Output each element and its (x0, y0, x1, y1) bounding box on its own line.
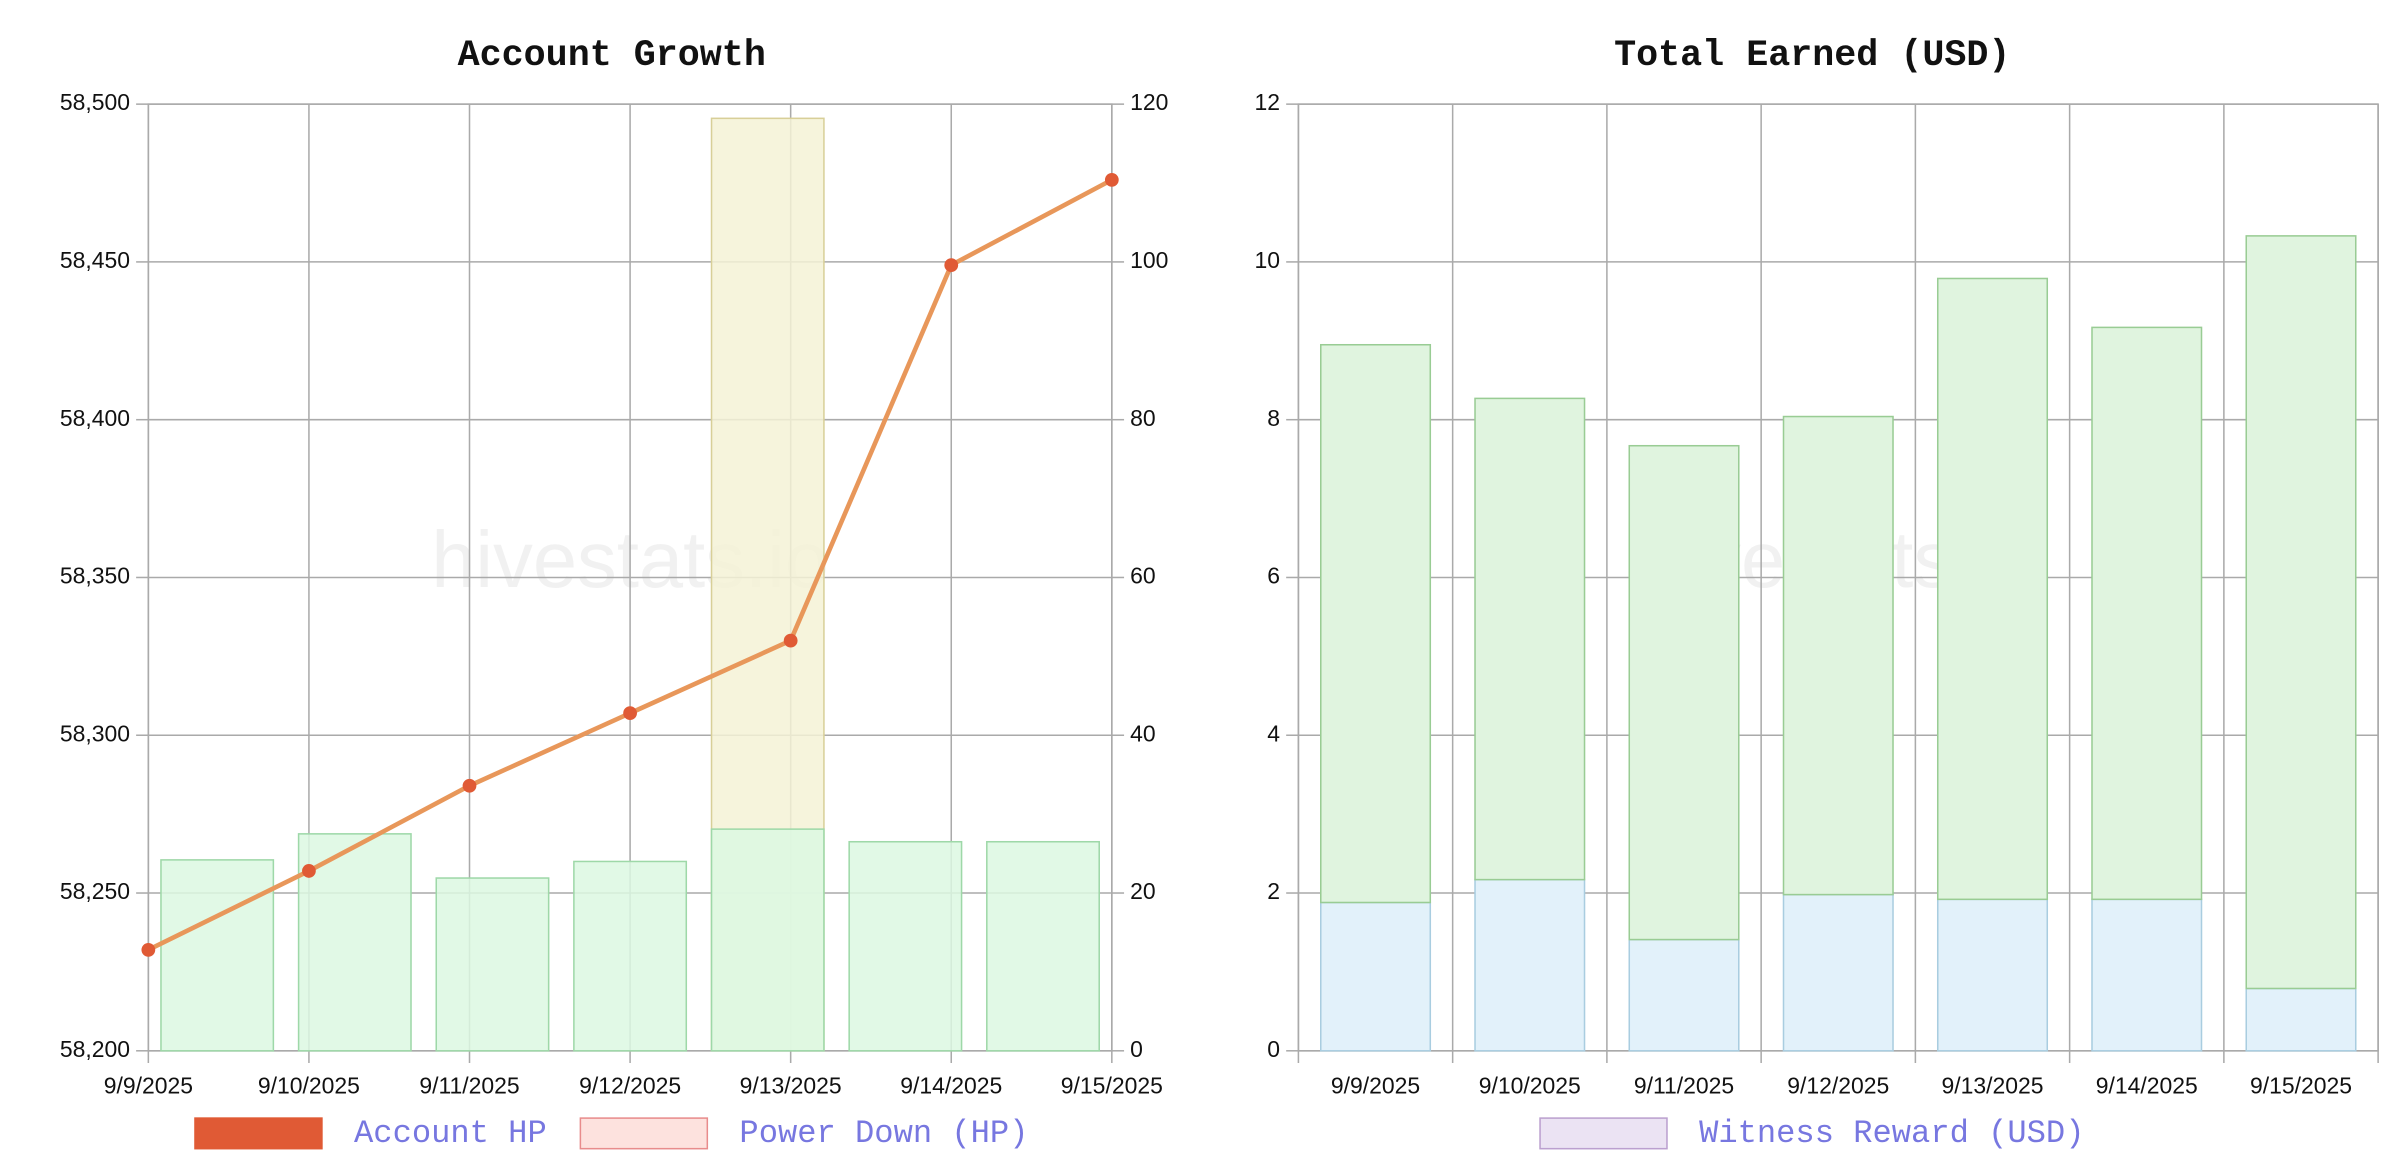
bar-segment (2245, 987, 2357, 1052)
bar-segment (1936, 898, 2049, 1052)
y-tick-label: 6 (1267, 563, 1280, 589)
bar-segment (1628, 938, 1740, 1052)
y-tick-label: 58,300 (60, 720, 130, 746)
x-tick-label: 9/9/2025 (104, 1073, 193, 1099)
bar-segment (1320, 901, 1432, 1052)
y-tick-label: 58,500 (60, 89, 130, 115)
point (141, 942, 156, 957)
y-tick-label: 58,350 (60, 563, 130, 589)
bar-segment (1320, 343, 1432, 904)
bar (848, 840, 963, 1052)
y-tick-label: 4 (1267, 720, 1280, 746)
legend: Witness Reward (USD) (1539, 1115, 2084, 1152)
x-tick-label: 9/13/2025 (1941, 1073, 2043, 1099)
chart-title: Account Growth (458, 35, 766, 77)
bar-segment (1628, 444, 1740, 941)
bar-segment (1474, 397, 1586, 881)
chart-title: Total Earned (USD) (1614, 35, 2010, 77)
bar (435, 877, 550, 1052)
y-tick-label: 58,200 (60, 1036, 130, 1062)
bar-segment (2245, 235, 2357, 990)
y-tick-label: 2 (1267, 878, 1280, 904)
x-tick-label: 9/15/2025 (1061, 1073, 1163, 1099)
x-tick-label: 9/10/2025 (258, 1073, 360, 1099)
bar-segment (1782, 415, 1894, 896)
y-tick-label: 80 (1130, 405, 1156, 431)
x-tick-label: 9/11/2025 (1634, 1073, 1734, 1099)
y-tick-label: 8 (1267, 405, 1280, 431)
point (623, 706, 637, 721)
bar-segment (2091, 898, 2203, 1052)
legend: Account HP Power Down (HP) (194, 1115, 1028, 1152)
x-tick-label: 9/13/2025 (740, 1073, 842, 1099)
y-tick-label: 0 (1130, 1036, 1143, 1062)
legend-label: Power Down (HP) (739, 1115, 1028, 1152)
x-tick-label: 9/14/2025 (2096, 1073, 2198, 1099)
legend-item: Witness Reward (USD) (1539, 1115, 2084, 1152)
legend-swatch (579, 1117, 709, 1150)
x-tick-label: 9/11/2025 (419, 1073, 519, 1099)
x-tick-label: 9/12/2025 (579, 1073, 681, 1099)
bar (986, 840, 1100, 1052)
bar (573, 860, 688, 1052)
legend-label: Witness Reward (USD) (1699, 1115, 2084, 1152)
x-tick-label: 9/9/2025 (1331, 1073, 1420, 1099)
y-tick-label: 58,450 (60, 247, 130, 273)
point (1104, 172, 1119, 187)
y-tick-label: 58,400 (60, 405, 130, 431)
bar-segment (1782, 893, 1894, 1052)
bar (297, 833, 412, 1052)
legend-label: Account HP (354, 1115, 547, 1152)
y-tick-label: 40 (1130, 720, 1156, 746)
point (462, 778, 477, 793)
y-tick-label: 10 (1255, 247, 1281, 273)
legend-swatch (194, 1117, 323, 1150)
x-tick-label: 9/14/2025 (900, 1073, 1002, 1099)
x-tick-label: 9/15/2025 (2250, 1073, 2352, 1099)
y-tick-label: 20 (1130, 878, 1156, 904)
y-tick-label: 120 (1130, 89, 1168, 115)
y-tick-label: 12 (1255, 89, 1281, 115)
point (944, 258, 959, 272)
bar-segment (1936, 277, 2049, 901)
x-tick-label: 9/12/2025 (1787, 1073, 1889, 1099)
bar (160, 859, 275, 1052)
bar-segment (2091, 326, 2203, 901)
x-tick-label: 9/10/2025 (1479, 1073, 1581, 1099)
legend-item: Power Down (HP) (579, 1115, 1028, 1152)
y-tick-label: 60 (1130, 563, 1156, 589)
point (783, 633, 798, 648)
point (302, 864, 316, 878)
y-tick-label: 100 (1130, 247, 1168, 273)
y-tick-label: 58,250 (60, 878, 130, 904)
legend-swatch (1539, 1117, 1668, 1150)
bar (710, 828, 825, 1052)
y-tick-label: 0 (1267, 1036, 1280, 1062)
bar-segment (1474, 878, 1586, 1052)
legend-item: Account HP (194, 1115, 547, 1152)
